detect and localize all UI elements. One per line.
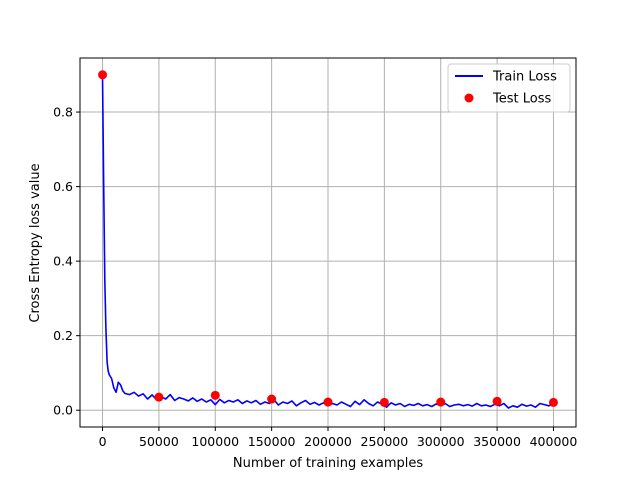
test-loss-point (323, 397, 333, 407)
data-layer (98, 70, 558, 409)
y-tick-label: 0.4 (53, 254, 73, 269)
x-tick-label: 200000 (304, 434, 352, 449)
legend-train-label: Train Loss (492, 70, 557, 85)
test-loss-point (98, 70, 108, 80)
x-axis-label: Number of training examples (233, 456, 423, 471)
y-tick-label: 0.0 (53, 403, 73, 418)
x-tick-label: 0 (99, 434, 107, 449)
y-axis-label: Cross Entropy loss value (28, 163, 43, 322)
x-tick-label: 100000 (191, 434, 239, 449)
legend-test-swatch (464, 93, 474, 103)
test-loss-point (436, 397, 446, 407)
grid-lines (80, 58, 576, 427)
x-tick-label: 400000 (530, 434, 578, 449)
legend-test-label: Test Loss (492, 92, 551, 107)
y-tick-label: 0.8 (53, 105, 73, 120)
x-tick-label: 350000 (473, 434, 521, 449)
x-tick-label: 150000 (248, 434, 296, 449)
test-loss-point (210, 390, 220, 400)
y-tick-label: 0.6 (53, 179, 73, 194)
train-loss-line (101, 74, 554, 409)
test-loss-point (267, 394, 277, 404)
x-tick-label: 250000 (361, 434, 409, 449)
test-loss-point (154, 392, 164, 402)
test-loss-point (379, 397, 389, 407)
ticks: 0 50000 100000 150000 200000 250000 300000 3500… (53, 105, 577, 449)
x-tick-label: 50000 (139, 434, 179, 449)
x-tick-label: 300000 (417, 434, 465, 449)
y-tick-label: 0.2 (53, 328, 73, 343)
legend: Train Loss Test Loss (447, 63, 571, 113)
test-loss-point (492, 396, 502, 406)
test-loss-point (548, 397, 558, 407)
